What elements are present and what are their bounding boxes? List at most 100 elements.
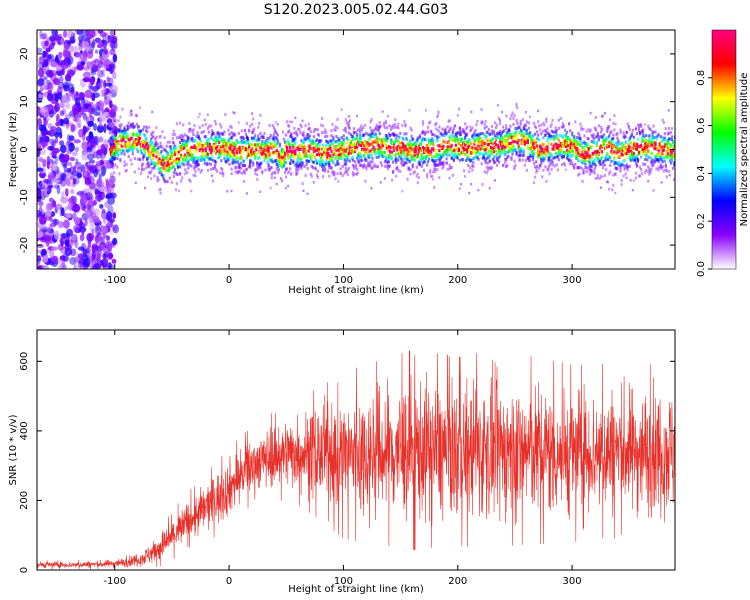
ridge-cell bbox=[416, 155, 419, 159]
ridge-cell bbox=[206, 168, 209, 172]
ridge-cell bbox=[554, 142, 557, 146]
ridge-cell bbox=[347, 166, 350, 170]
ridge-cell bbox=[222, 144, 225, 148]
ridge-cell bbox=[501, 138, 504, 142]
ridge-cell bbox=[573, 135, 576, 139]
ridge-cell bbox=[649, 127, 652, 131]
ridge-cell bbox=[652, 131, 655, 134]
ridge-cell bbox=[262, 150, 265, 154]
noise-speckle bbox=[105, 241, 110, 249]
ridge-cell bbox=[421, 120, 425, 124]
ridge-cell bbox=[262, 135, 265, 139]
ridge-cell bbox=[323, 130, 326, 134]
ridge-cell bbox=[131, 149, 134, 153]
ridge-cell bbox=[592, 161, 595, 165]
ridge-cell bbox=[170, 156, 173, 159]
ridge-cell bbox=[416, 138, 419, 142]
ridge-cell bbox=[605, 138, 608, 142]
ridge-cell bbox=[416, 136, 419, 140]
ridge-cell bbox=[409, 146, 412, 150]
ridge-cell bbox=[238, 164, 241, 168]
y-tick-label: 0 bbox=[19, 146, 30, 152]
noise-speckle bbox=[74, 52, 83, 61]
ridge-cell bbox=[268, 168, 271, 171]
ridge-cell bbox=[513, 159, 516, 163]
ridge-cell bbox=[532, 155, 535, 159]
ridge-cell bbox=[188, 158, 191, 162]
ridge-cell bbox=[589, 128, 592, 132]
ridge-cell bbox=[667, 131, 670, 135]
ridge-cell bbox=[580, 125, 583, 129]
ridge-cell bbox=[352, 167, 356, 171]
ridge-cell bbox=[663, 159, 666, 163]
ridge-cell bbox=[180, 179, 183, 183]
ridge-cell bbox=[202, 145, 205, 149]
ridge-cell bbox=[198, 156, 201, 160]
ridge-cell bbox=[168, 166, 171, 170]
ridge-cell bbox=[657, 168, 660, 172]
noise-speckle bbox=[63, 30, 68, 38]
ridge-cell bbox=[443, 140, 446, 144]
ridge-cell bbox=[233, 146, 236, 150]
ridge-cell bbox=[227, 158, 230, 162]
ridge-cell bbox=[626, 165, 629, 168]
ridge-cell bbox=[644, 157, 647, 161]
scatter-cell bbox=[668, 174, 671, 177]
ridge-cell bbox=[332, 161, 335, 165]
ridge-cell bbox=[474, 139, 477, 143]
ridge-cell bbox=[222, 174, 225, 178]
ridge-cell bbox=[454, 143, 457, 147]
noise-speckle bbox=[38, 93, 42, 99]
ridge-cell bbox=[365, 150, 368, 154]
ridge-cell bbox=[350, 144, 354, 147]
ridge-cell bbox=[347, 131, 350, 135]
ridge-cell bbox=[537, 120, 540, 124]
ridge-cell bbox=[505, 127, 508, 130]
ridge-cell bbox=[609, 156, 612, 160]
ridge-cell bbox=[663, 138, 666, 142]
ridge-cell bbox=[171, 148, 174, 152]
ridge-cell bbox=[151, 150, 154, 153]
ridge-cell bbox=[306, 132, 309, 136]
ridge-cell bbox=[664, 163, 667, 167]
scatter-cell bbox=[274, 121, 277, 124]
ridge-cell bbox=[271, 171, 274, 175]
ridge-cell bbox=[662, 148, 665, 152]
ridge-cell bbox=[581, 161, 584, 165]
noise-speckle bbox=[72, 212, 77, 219]
ridge-cell bbox=[173, 168, 177, 172]
ridge-cell bbox=[160, 170, 163, 174]
ridge-cell bbox=[166, 180, 169, 184]
ridge-cell bbox=[542, 168, 545, 172]
ridge-cell bbox=[437, 129, 440, 133]
ridge-cell bbox=[586, 152, 589, 156]
ridge-cell bbox=[256, 164, 259, 168]
ridge-cell bbox=[358, 143, 361, 147]
ridge-cell bbox=[539, 155, 542, 159]
ridge-cell bbox=[538, 150, 541, 154]
ridge-cell bbox=[305, 155, 308, 158]
ridge-cell bbox=[270, 173, 273, 177]
ridge-cell bbox=[284, 171, 287, 174]
scatter-cell bbox=[378, 125, 381, 129]
ridge-cell bbox=[610, 130, 613, 134]
ridge-cell bbox=[255, 148, 258, 152]
noise-speckle bbox=[39, 54, 44, 63]
ridge-cell bbox=[452, 135, 455, 139]
ridge-cell bbox=[216, 149, 219, 153]
noise-speckle bbox=[60, 60, 67, 66]
scatter-cell bbox=[424, 109, 427, 112]
ridge-cell bbox=[116, 149, 119, 153]
ridge-cell bbox=[236, 140, 239, 144]
ridge-cell bbox=[664, 127, 667, 131]
ridge-cell bbox=[154, 148, 157, 152]
ridge-cell bbox=[232, 148, 235, 152]
ridge-cell bbox=[227, 128, 230, 132]
ridge-cell bbox=[622, 174, 625, 178]
ridge-cell bbox=[136, 157, 139, 161]
ridge-cell bbox=[276, 159, 279, 163]
ridge-cell bbox=[436, 153, 439, 157]
ridge-cell bbox=[483, 123, 486, 127]
ridge-cell bbox=[420, 140, 423, 143]
ridge-cell bbox=[225, 155, 228, 159]
